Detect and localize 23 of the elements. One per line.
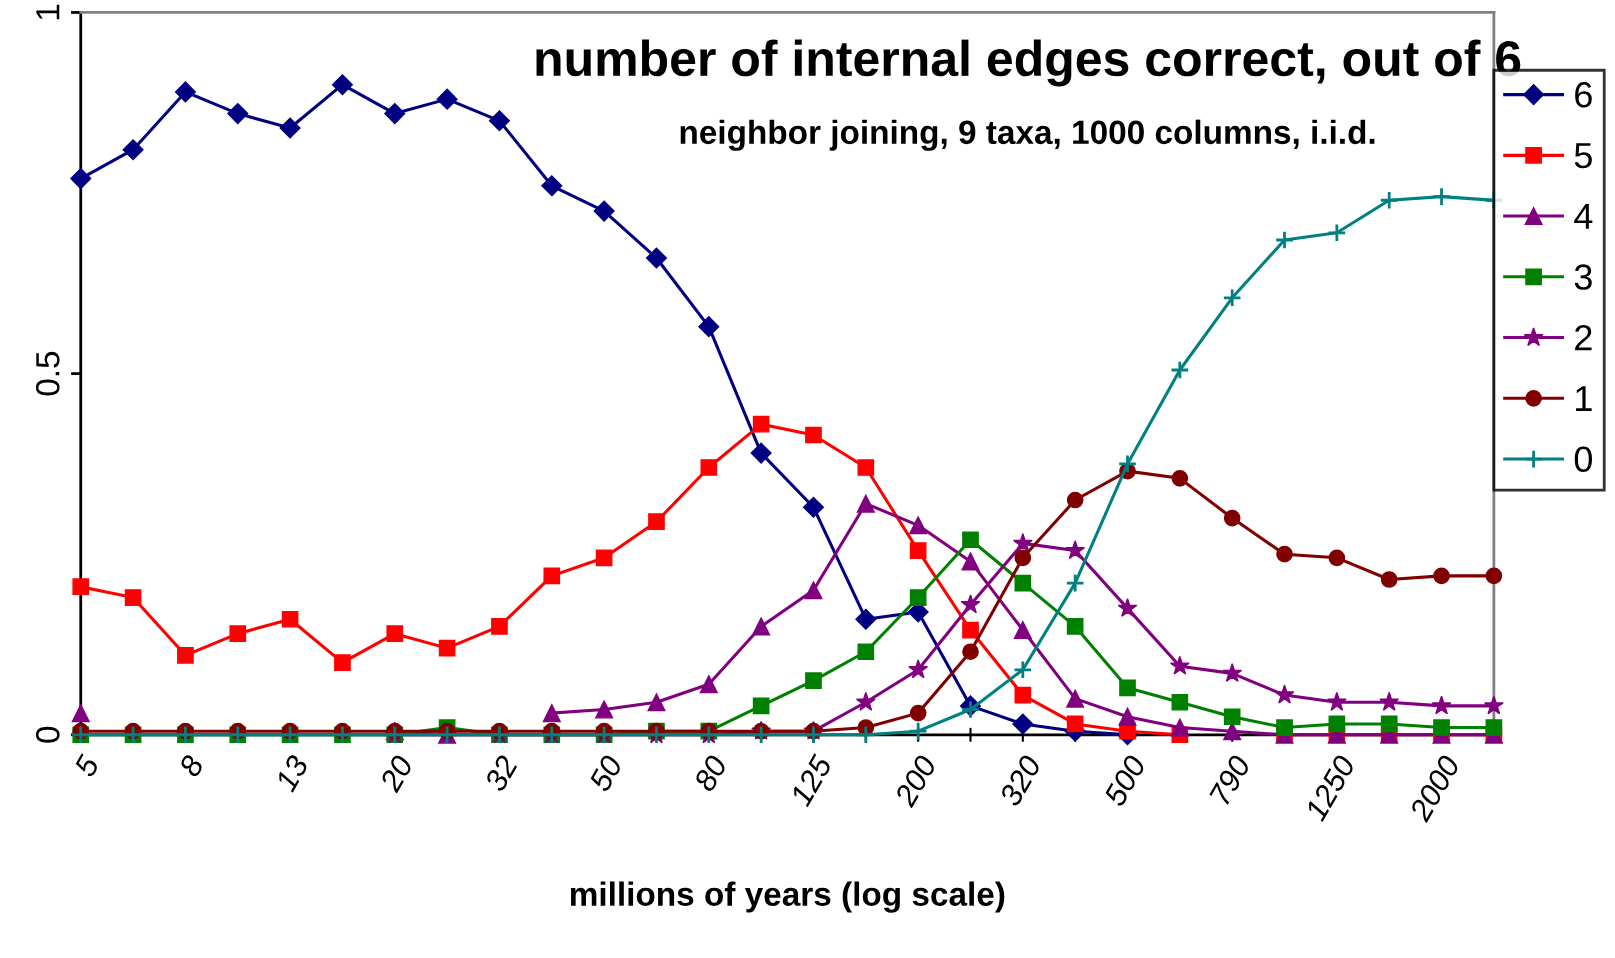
text: neighbor joining, 9 taxa, 1000 columns, i.i.d. [680,119,1375,151]
legend-label: 1 [1576,386,1592,411]
x-axis-title: millions of years (log scale) [570,881,1005,913]
legend-label: 2 [1575,325,1592,351]
x-tick-label: 20 [378,753,415,794]
x-tick-label: 32 [483,753,519,793]
legend-label: 4 [1574,203,1593,229]
legend-label: 0 [1574,446,1592,473]
x-tick-label: 5 [73,753,101,779]
text: number of internal edges correct, out of 6 [536,39,1521,87]
x-tick-label: 80 [692,753,729,793]
legend-label: 3 [1574,264,1592,290]
y-tick-label: 0.5 [35,351,60,396]
x-tick-label: 13 [274,753,310,793]
x-tick-label: 500 [1103,753,1147,808]
y-tick-label: 1 [36,4,60,20]
legend-label: 5 [1574,143,1592,169]
legend-label: 6 [1575,82,1592,108]
y-tick-label: 0 [35,726,60,743]
x-tick-label: 8 [178,753,205,779]
x-tick-label: 320 [998,753,1043,808]
x-tick-label: 790 [1208,753,1252,806]
x-tick-label: 50 [588,753,624,793]
